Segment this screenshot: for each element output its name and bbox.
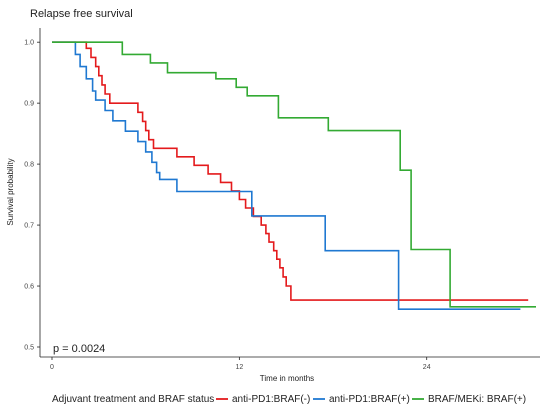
series-line-3 (52, 41, 536, 308)
series-line-2 (52, 41, 521, 310)
y-tick-label: 0.5 (24, 345, 34, 352)
x-ticks: 0 12 24 (50, 357, 431, 371)
legend-title: Adjuvant treatment and BRAF status (52, 394, 214, 405)
x-tick-label: 0 (50, 364, 54, 371)
x-tick-label: 24 (423, 364, 431, 371)
x-axis-label: Time in months (260, 374, 314, 383)
legend-label-1: anti-PD1:BRAF(-) (232, 394, 310, 405)
chart-title: Relapse free survival (30, 8, 133, 20)
legend-label-3: BRAF/MEKi: BRAF(+) (428, 394, 526, 405)
series-layer (52, 41, 536, 310)
y-axis-label: Survival probability (6, 158, 15, 225)
series-line-1 (52, 41, 529, 301)
y-tick-label: 0.6 (24, 284, 34, 291)
legend-label-2: anti-PD1:BRAF(+) (329, 394, 410, 405)
legend: Adjuvant treatment and BRAF status anti-… (52, 394, 526, 405)
y-ticks: 0.5 0.6 0.7 0.8 0.9 1.0 (24, 40, 40, 352)
y-tick-label: 1.0 (24, 40, 34, 47)
x-tick-label: 12 (235, 364, 243, 371)
y-tick-label: 0.9 (24, 101, 34, 108)
axes (39, 28, 540, 358)
p-value-annotation: p = 0.0024 (53, 343, 105, 355)
y-tick-label: 0.8 (24, 162, 34, 169)
y-tick-label: 0.7 (24, 223, 34, 230)
